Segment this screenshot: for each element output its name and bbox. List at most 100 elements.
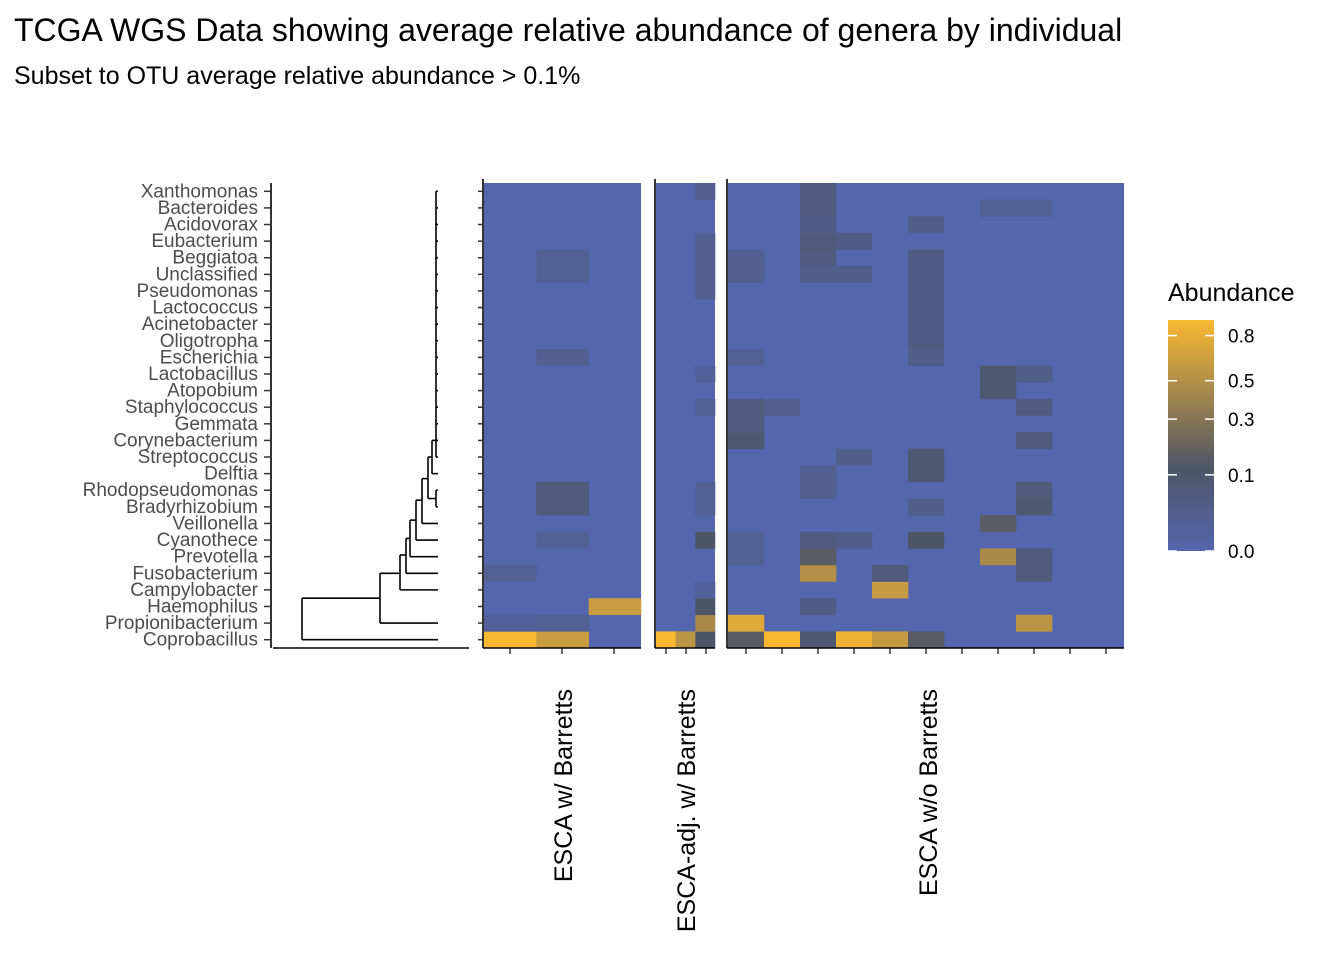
legend-tick-label: 0.1 bbox=[1228, 466, 1254, 487]
heatmap-cell bbox=[908, 216, 945, 234]
heatmap-cell bbox=[1016, 398, 1053, 416]
heatmap-cell bbox=[800, 183, 837, 200]
heatmap-cell bbox=[872, 581, 909, 599]
heatmap-cell bbox=[728, 266, 765, 283]
heatmap-cell bbox=[800, 564, 837, 582]
genus-label: Escherichia bbox=[160, 347, 259, 368]
heatmap-cell bbox=[836, 448, 873, 466]
heatmap-cell bbox=[800, 481, 837, 499]
heatmap-cell bbox=[800, 199, 837, 217]
legend-colorbar bbox=[1168, 320, 1214, 551]
heatmap-cell bbox=[1016, 498, 1053, 516]
heatmap-cell bbox=[728, 415, 765, 433]
heatmap-cell bbox=[800, 598, 837, 616]
genus-label: Staphylococcus bbox=[125, 397, 258, 418]
heatmap-cell bbox=[1016, 481, 1053, 499]
heatmap-cell bbox=[800, 531, 837, 549]
heatmap-cell bbox=[728, 398, 765, 416]
heatmap-cell bbox=[695, 631, 716, 649]
genus-label: Corynebacterium bbox=[113, 430, 258, 451]
heatmap-cell bbox=[695, 531, 716, 549]
genus-label: Haemophilus bbox=[147, 596, 258, 617]
heatmap-cell bbox=[800, 249, 837, 267]
heatmap-cell bbox=[836, 266, 873, 283]
heatmap-cell bbox=[536, 614, 589, 632]
genus-label: Campylobacter bbox=[130, 580, 258, 601]
heatmap-cell bbox=[980, 199, 1017, 217]
heatmap-cell bbox=[536, 531, 589, 549]
heatmap-cell bbox=[908, 332, 945, 350]
heatmap-cell bbox=[872, 564, 909, 582]
genus-label: Bacteroides bbox=[158, 198, 258, 219]
genus-label: Pseudomonas bbox=[137, 281, 258, 302]
heatmap-cell bbox=[1016, 432, 1053, 450]
dendrogram bbox=[273, 190, 469, 649]
genus-label: Delftia bbox=[204, 464, 258, 485]
genus-label: Lactobacillus bbox=[148, 364, 258, 385]
heatmap-cell bbox=[588, 598, 642, 616]
legend-tick-label: 0.3 bbox=[1228, 410, 1254, 431]
genus-label: Bradyrhizobium bbox=[126, 497, 258, 518]
heatmap-cell bbox=[872, 631, 909, 649]
heatmap-cell bbox=[764, 398, 801, 416]
heatmap-panels: ESCA w/ Barretts ESCA-adj. w/ Barretts ESC… bbox=[478, 179, 1124, 932]
heatmap-cell bbox=[536, 266, 589, 283]
legend-tick-label: 0.0 bbox=[1228, 542, 1254, 563]
genus-label: Xanthomonas bbox=[141, 181, 258, 202]
heatmap-cell bbox=[695, 365, 716, 383]
facet-panel: ESCA w/ Barretts bbox=[478, 179, 642, 882]
heatmap-cell bbox=[675, 631, 696, 649]
heatmap-cell bbox=[728, 432, 765, 450]
heatmap-cell bbox=[980, 548, 1017, 566]
genus-label: Acinetobacter bbox=[142, 314, 259, 335]
heatmap-cell bbox=[695, 282, 716, 300]
heatmap-cell bbox=[695, 581, 716, 599]
genus-label: Unclassified bbox=[156, 264, 258, 285]
heatmap-cell bbox=[800, 232, 837, 250]
heatmap-cell bbox=[800, 266, 837, 283]
heatmap-cell bbox=[695, 232, 716, 250]
facet-panel: ESCA w/o Barretts bbox=[726, 179, 1124, 896]
genus-label: Streptococcus bbox=[138, 447, 258, 468]
chart-title: TCGA WGS Data showing average relative a… bbox=[14, 12, 1122, 48]
heatmap-cell bbox=[908, 299, 945, 317]
heatmap-cell bbox=[728, 548, 765, 566]
heatmap-cell bbox=[695, 481, 716, 499]
genus-label: Rhodopseudomonas bbox=[83, 480, 258, 501]
heatmap-cell bbox=[536, 349, 589, 366]
heatmap-cell bbox=[908, 282, 945, 300]
heatmap-cell bbox=[908, 266, 945, 283]
heatmap-cell bbox=[908, 631, 945, 649]
heatmap-cell bbox=[1016, 548, 1053, 566]
heatmap-cell bbox=[695, 398, 716, 416]
heatmap-cell bbox=[908, 448, 945, 466]
heatmap-cell bbox=[1016, 614, 1053, 632]
legend-title: Abundance bbox=[1168, 279, 1295, 307]
genus-label: Atopobium bbox=[167, 381, 258, 402]
genus-label: Eubacterium bbox=[151, 231, 258, 252]
genus-label: Propionibacterium bbox=[105, 613, 258, 634]
heatmap-cell bbox=[484, 564, 537, 582]
heatmap-cell bbox=[908, 315, 945, 333]
legend-tick-label: 0.5 bbox=[1228, 372, 1254, 393]
heatmap-cell bbox=[836, 631, 873, 649]
genus-label: Veillonella bbox=[172, 513, 258, 534]
heatmap-cell bbox=[728, 614, 765, 632]
legend-tick-label: 0.8 bbox=[1228, 327, 1254, 348]
genus-axis-labels: XanthomonasBacteroidesAcidovoraxEubacter… bbox=[83, 181, 272, 651]
heatmap-cell bbox=[980, 515, 1017, 533]
heatmap-cell bbox=[536, 481, 589, 499]
genus-label: Coprobacillus bbox=[143, 630, 258, 651]
heatmap-cell bbox=[908, 498, 945, 516]
genus-label: Gemmata bbox=[175, 414, 259, 435]
heatmap-cell bbox=[836, 232, 873, 250]
heatmap-cell bbox=[908, 465, 945, 483]
heatmap-cell bbox=[695, 183, 716, 200]
facet-label: ESCA w/o Barretts bbox=[915, 689, 943, 896]
heatmap-cell bbox=[1016, 365, 1053, 383]
heatmap-cell bbox=[536, 631, 589, 649]
heatmap-cell bbox=[1016, 199, 1053, 217]
facet-panel: ESCA-adj. w/ Barretts bbox=[654, 179, 716, 932]
heatmap-cell bbox=[908, 531, 945, 549]
